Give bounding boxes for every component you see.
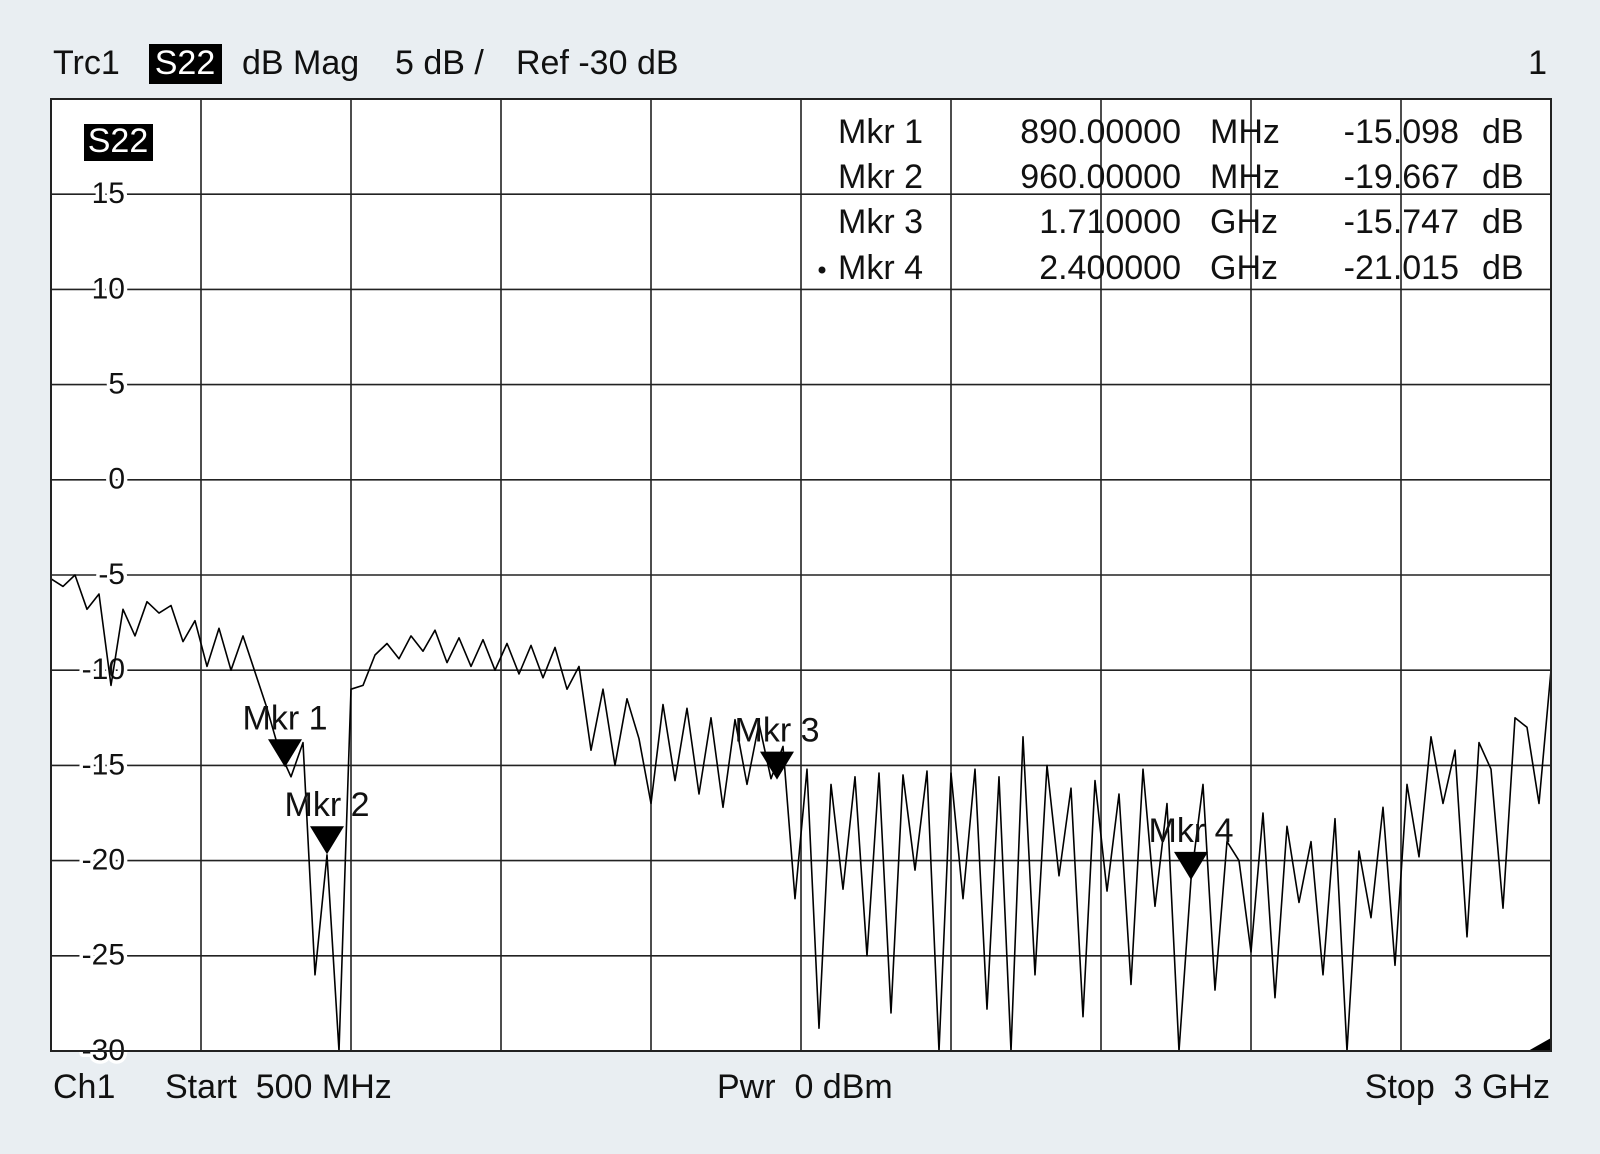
marker-triangle bbox=[310, 826, 344, 855]
trace-label: Trc1 bbox=[53, 44, 120, 82]
marker-triangle bbox=[268, 739, 302, 768]
window-label: 1 bbox=[1528, 44, 1547, 82]
grid bbox=[51, 99, 1551, 1052]
marker-label: Mkr 2 bbox=[285, 786, 370, 824]
marker-stimulus: 2.400000 bbox=[1039, 249, 1181, 287]
marker-triangle bbox=[1174, 851, 1208, 880]
marker-response-unit: dB bbox=[1482, 249, 1524, 287]
plot-border bbox=[50, 98, 1552, 1052]
y-tick-label: 0 bbox=[108, 463, 125, 496]
y-tick-label: -15 bbox=[82, 748, 125, 781]
marker-stimulus: 1.710000 bbox=[1039, 203, 1181, 241]
marker-response: -15.747 bbox=[1344, 203, 1459, 241]
marker-label: Mkr 4 bbox=[1149, 812, 1234, 850]
y-tick-label: -10 bbox=[82, 653, 125, 686]
marker-name: Mkr 3 bbox=[838, 203, 923, 241]
marker-stimulus-unit: MHz bbox=[1210, 113, 1280, 151]
y-tick-label: -25 bbox=[82, 939, 125, 972]
trace-line bbox=[50, 574, 1552, 1052]
parameter-label: S22 bbox=[155, 44, 216, 82]
marker-name: Mkr 1 bbox=[838, 113, 923, 151]
marker-stimulus-unit: GHz bbox=[1210, 203, 1278, 241]
scale-label: 5 dB / bbox=[395, 44, 484, 82]
marker-label: Mkr 1 bbox=[243, 699, 328, 737]
channel-label: Ch1 bbox=[53, 1068, 115, 1106]
marker-table: Mkr 1 890.00000 MHz -15.098 dB Mkr 2 960.00000… bbox=[818, 113, 1524, 287]
parameter-box bbox=[149, 44, 222, 84]
trace-layer bbox=[50, 574, 1552, 1052]
y-tick-label: 15 bbox=[92, 177, 125, 210]
marker-stimulus: 960.00000 bbox=[1020, 158, 1181, 196]
y-tick-label: -20 bbox=[82, 844, 125, 877]
marker-layer: Mkr 1 Mkr 2 Mkr 3 Mkr 4 bbox=[243, 699, 1234, 880]
trace-name: S22 bbox=[88, 122, 149, 160]
format-label: dB Mag bbox=[242, 44, 359, 82]
marker-response-unit: dB bbox=[1482, 158, 1524, 196]
marker-stimulus-unit: GHz bbox=[1210, 249, 1278, 287]
marker-response: -21.015 bbox=[1344, 249, 1459, 287]
marker-response: -15.098 bbox=[1344, 113, 1459, 151]
reference-label: Ref -30 dB bbox=[516, 44, 679, 82]
marker-stimulus-unit: MHz bbox=[1210, 158, 1280, 196]
stop-label: Stop 3 GHz bbox=[1365, 1068, 1550, 1106]
marker-response-unit: dB bbox=[1482, 203, 1524, 241]
marker-response-unit: dB bbox=[1482, 113, 1524, 151]
power-label: Pwr 0 dBm bbox=[717, 1068, 893, 1106]
marker-name: Mkr 2 bbox=[838, 158, 923, 196]
marker-response: -19.667 bbox=[1344, 158, 1459, 196]
trace-name-box bbox=[84, 124, 153, 161]
start-label: Start 500 MHz bbox=[165, 1068, 392, 1106]
marker-label: Mkr 3 bbox=[735, 712, 820, 750]
marker-name: Mkr 4 bbox=[838, 249, 923, 287]
marker-stimulus: 890.00000 bbox=[1020, 113, 1181, 151]
y-tick-label: -5 bbox=[98, 558, 125, 591]
y-tick-label: 5 bbox=[108, 368, 125, 401]
corner-indicator bbox=[1528, 1038, 1551, 1051]
y-tick-label: 10 bbox=[92, 272, 125, 305]
marker-triangle bbox=[760, 751, 794, 780]
active-marker-dot bbox=[818, 266, 826, 274]
